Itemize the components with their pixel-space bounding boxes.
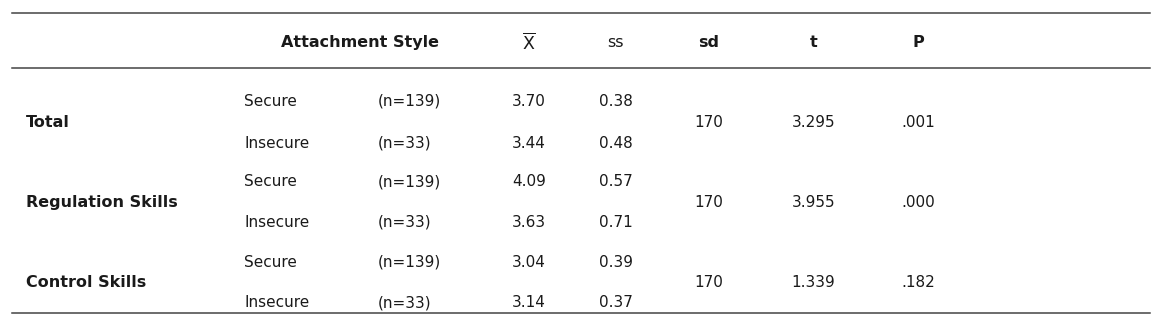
Text: (n=33): (n=33) xyxy=(378,215,431,230)
Text: 170: 170 xyxy=(695,275,723,290)
Text: 3.955: 3.955 xyxy=(791,194,835,210)
Text: 170: 170 xyxy=(695,194,723,210)
Text: Insecure: Insecure xyxy=(244,295,309,310)
Text: Secure: Secure xyxy=(244,94,297,109)
Text: 170: 170 xyxy=(695,115,723,130)
Text: 0.39: 0.39 xyxy=(598,255,633,270)
Text: sd: sd xyxy=(698,35,719,50)
Text: 3.14: 3.14 xyxy=(511,295,546,310)
Text: .182: .182 xyxy=(901,275,935,290)
Text: Secure: Secure xyxy=(244,255,297,270)
Text: Control Skills: Control Skills xyxy=(26,275,145,290)
Text: 4.09: 4.09 xyxy=(511,175,546,189)
Text: 0.71: 0.71 xyxy=(598,215,633,230)
Text: P: P xyxy=(912,35,924,50)
Text: 3.70: 3.70 xyxy=(511,94,546,109)
Text: 0.48: 0.48 xyxy=(598,136,633,151)
Text: 0.38: 0.38 xyxy=(598,94,633,109)
Text: t: t xyxy=(810,35,817,50)
Text: $\overline{\mathregular{X}}$: $\overline{\mathregular{X}}$ xyxy=(522,32,536,53)
Text: (n=139): (n=139) xyxy=(378,175,440,189)
Text: (n=139): (n=139) xyxy=(378,255,440,270)
Text: .000: .000 xyxy=(901,194,935,210)
Text: 0.57: 0.57 xyxy=(598,175,633,189)
Text: .001: .001 xyxy=(901,115,935,130)
Text: 3.44: 3.44 xyxy=(511,136,546,151)
Text: 3.63: 3.63 xyxy=(511,215,546,230)
Text: Attachment Style: Attachment Style xyxy=(281,35,439,50)
Text: 0.37: 0.37 xyxy=(598,295,633,310)
Text: (n=33): (n=33) xyxy=(378,295,431,310)
Text: Secure: Secure xyxy=(244,175,297,189)
Text: (n=139): (n=139) xyxy=(378,94,440,109)
Text: Total: Total xyxy=(26,115,70,130)
Text: Insecure: Insecure xyxy=(244,215,309,230)
Text: 1.339: 1.339 xyxy=(791,275,835,290)
Text: Regulation Skills: Regulation Skills xyxy=(26,194,178,210)
Text: 3.04: 3.04 xyxy=(511,255,546,270)
Text: 3.295: 3.295 xyxy=(791,115,835,130)
Text: (n=33): (n=33) xyxy=(378,136,431,151)
Text: ss: ss xyxy=(608,35,624,50)
Text: Insecure: Insecure xyxy=(244,136,309,151)
